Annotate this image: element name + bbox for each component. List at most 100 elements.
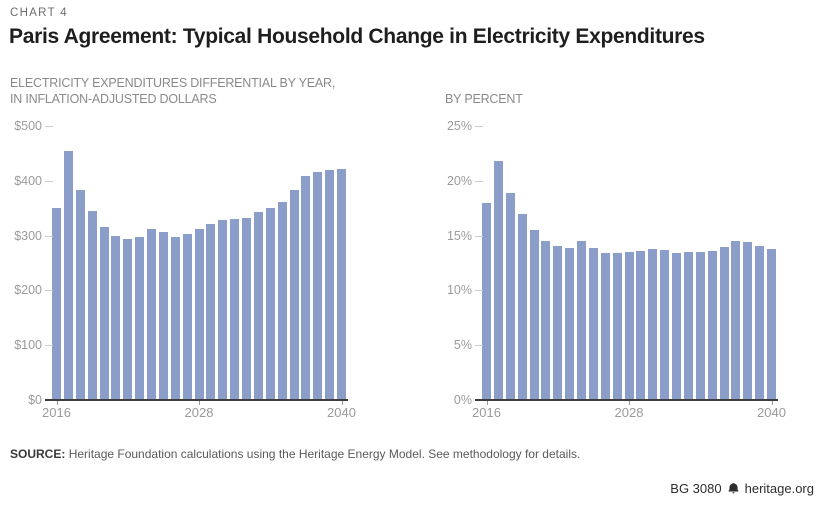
bar-2022 — [553, 245, 563, 400]
bar-2019 — [87, 210, 97, 400]
x-axis-tick — [56, 401, 58, 405]
bar-2032 — [672, 253, 681, 400]
bar-2034 — [265, 207, 275, 400]
liberty-bell-icon — [728, 483, 738, 494]
bar-2038 — [313, 172, 323, 400]
x-axis-label: 2040 — [327, 405, 356, 420]
left-chart-subtitle: ELECTRICITY EXPENDITURES DIFFERENTIAL BY… — [10, 75, 335, 107]
y-axis-label: $400 — [14, 173, 42, 188]
bar-2035 — [707, 250, 717, 400]
percent-bar-chart: 25% 20% 15% 10% 5% 0% 2016 2028 2040 — [436, 118, 786, 420]
bar-2029 — [206, 224, 216, 400]
y-axis-tick — [45, 180, 53, 182]
page-title: Paris Agreement: Typical Household Chang… — [9, 25, 705, 48]
y-axis-tick — [475, 126, 483, 127]
source-label: SOURCE: — [10, 447, 66, 461]
bar-2031 — [660, 249, 670, 400]
footer-report-id: BG 3080 — [670, 481, 722, 496]
y-axis-label: 10% — [446, 283, 472, 298]
bar-2020 — [99, 227, 109, 400]
y-axis-tick — [475, 235, 483, 237]
bar-2036 — [719, 246, 729, 400]
bar-2024 — [147, 228, 156, 400]
bar-2018 — [75, 190, 85, 400]
bars-group — [50, 126, 348, 400]
y-axis-tick — [45, 126, 53, 127]
bar-2028 — [194, 229, 204, 400]
bar-2039 — [325, 169, 335, 400]
bar-2022 — [123, 238, 133, 400]
bar-2033 — [253, 212, 263, 400]
bar-2031 — [230, 218, 240, 400]
bar-2032 — [242, 217, 251, 400]
y-axis-tick — [475, 180, 483, 182]
x-axis-label: 2016 — [472, 405, 501, 420]
bar-2036 — [289, 190, 299, 400]
y-axis-label: 0% — [453, 393, 472, 407]
bar-2027 — [182, 234, 192, 400]
bar-2021 — [541, 241, 551, 400]
bar-2026 — [170, 237, 180, 400]
x-axis-tick — [341, 401, 343, 405]
bar-2023 — [565, 247, 575, 400]
y-axis-tick — [45, 345, 53, 347]
bar-2037 — [301, 176, 311, 400]
bar-2026 — [600, 253, 610, 400]
source-note: SOURCE: Heritage Foundation calculations… — [10, 447, 580, 461]
left-chart-subtitle-line1: ELECTRICITY EXPENDITURES DIFFERENTIAL BY… — [10, 76, 336, 90]
bar-2030 — [648, 248, 658, 400]
bar-2016 — [52, 208, 61, 400]
percent-plot-area: 25% 20% 15% 10% 5% 0% 2016 2028 2040 — [447, 119, 786, 420]
y-axis-label: 15% — [446, 228, 472, 243]
y-axis-label: 5% — [453, 338, 472, 353]
bar-2029 — [636, 250, 646, 400]
bar-2025 — [588, 247, 598, 400]
y-axis-label: $200 — [14, 283, 42, 298]
y-axis-tick — [45, 235, 53, 237]
bar-2034 — [695, 252, 705, 400]
footer-site: heritage.org — [744, 481, 814, 496]
y-axis-label: 20% — [446, 173, 472, 188]
bar-2027 — [612, 253, 622, 400]
bar-2039 — [755, 245, 765, 400]
y-axis-tick — [475, 345, 483, 347]
x-axis-tick — [629, 401, 630, 405]
x-axis-tick — [486, 401, 488, 405]
x-axis-tick — [771, 401, 773, 405]
bar-2017 — [63, 151, 73, 400]
x-axis-label: 2028 — [614, 405, 644, 420]
bars-group — [480, 126, 778, 400]
y-axis-label: $500 — [14, 119, 42, 133]
dollars-plot-area: $500 $400 $300 $200 $100 $0 2016 2028 2040 — [14, 119, 356, 420]
x-axis-line — [45, 399, 348, 401]
bar-2028 — [624, 252, 634, 400]
y-axis-label: $300 — [14, 228, 42, 243]
bar-2040 — [767, 248, 776, 400]
bar-2017 — [493, 161, 503, 400]
source-text: Heritage Foundation calculations using t… — [68, 447, 581, 461]
y-axis-label: $0 — [28, 393, 42, 407]
bar-2033 — [683, 252, 693, 400]
right-chart-subtitle: BY PERCENT — [445, 92, 523, 106]
x-axis-line — [475, 399, 778, 401]
bar-2040 — [337, 168, 346, 400]
bar-2024 — [577, 241, 586, 400]
bar-2038 — [743, 242, 753, 400]
bar-2020 — [529, 230, 539, 400]
bar-2030 — [218, 220, 228, 400]
left-chart-subtitle-line2: IN INFLATION-ADJUSTED DOLLARS — [10, 92, 217, 106]
bar-2037 — [731, 241, 741, 400]
x-axis-label: 2040 — [757, 405, 786, 420]
bar-2019 — [517, 213, 527, 400]
bar-2025 — [158, 232, 168, 400]
footer: BG 3080 heritage.org — [670, 481, 814, 496]
bar-2018 — [505, 192, 515, 400]
y-axis-tick — [475, 290, 483, 292]
x-axis-label: 2016 — [42, 405, 71, 420]
x-axis-label: 2028 — [184, 405, 214, 420]
bar-2023 — [135, 237, 145, 400]
bar-2021 — [111, 236, 121, 400]
bar-2035 — [277, 202, 287, 400]
chart-number-kicker: CHART 4 — [10, 7, 68, 19]
y-axis-tick — [45, 290, 53, 292]
